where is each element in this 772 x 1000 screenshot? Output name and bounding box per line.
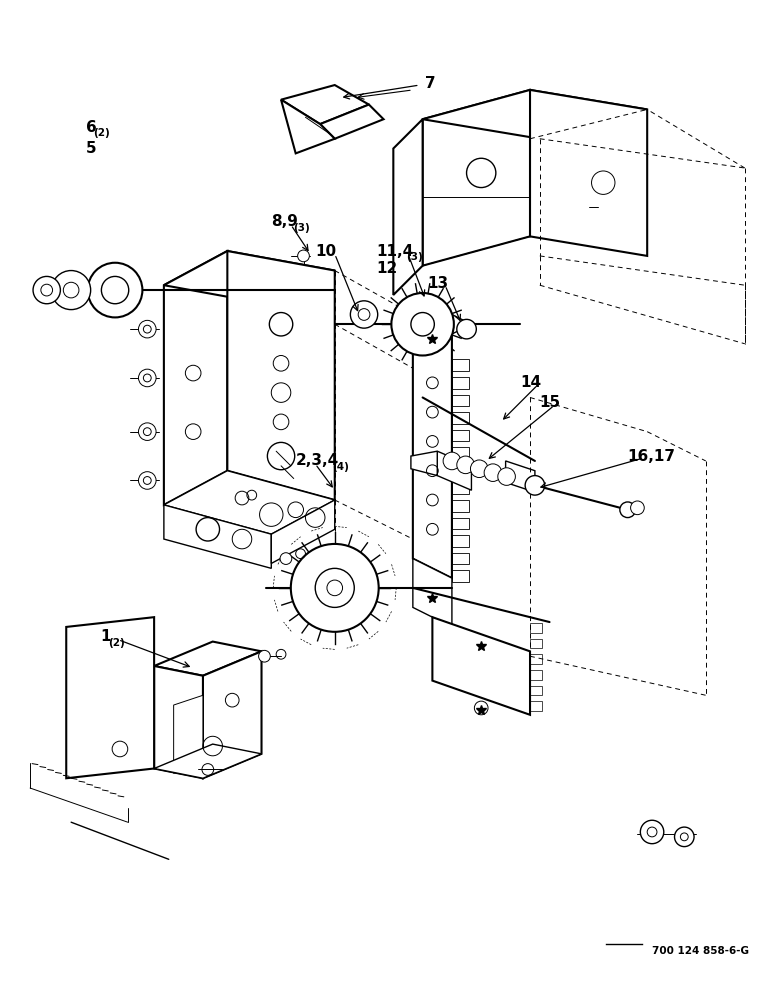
Polygon shape <box>66 617 154 778</box>
Text: 700 124 858-6-G: 700 124 858-6-G <box>652 946 749 956</box>
Bar <box>452 447 469 459</box>
Polygon shape <box>164 471 335 534</box>
Circle shape <box>350 301 378 328</box>
Polygon shape <box>281 100 335 153</box>
Circle shape <box>138 423 156 440</box>
Text: (4): (4) <box>332 462 349 472</box>
Bar <box>452 465 469 477</box>
Circle shape <box>484 464 502 481</box>
Circle shape <box>138 320 156 338</box>
Text: 11,4: 11,4 <box>377 244 414 259</box>
Bar <box>530 623 542 633</box>
Text: 15: 15 <box>540 395 561 410</box>
Text: (3): (3) <box>293 223 310 233</box>
Text: (2): (2) <box>93 128 110 138</box>
Polygon shape <box>281 85 369 124</box>
Bar <box>452 535 469 547</box>
Polygon shape <box>203 651 262 778</box>
Polygon shape <box>154 642 262 676</box>
Circle shape <box>391 293 454 355</box>
Bar <box>452 553 469 564</box>
Polygon shape <box>320 105 384 139</box>
Circle shape <box>525 476 545 495</box>
Polygon shape <box>154 666 203 778</box>
Circle shape <box>315 568 354 607</box>
Polygon shape <box>271 500 335 563</box>
Polygon shape <box>164 251 335 305</box>
Bar <box>452 395 469 406</box>
Bar <box>530 654 542 664</box>
Bar <box>530 701 542 711</box>
Circle shape <box>235 491 249 505</box>
Polygon shape <box>530 90 647 256</box>
Polygon shape <box>437 451 472 490</box>
Circle shape <box>88 263 142 317</box>
Text: 13: 13 <box>428 276 449 291</box>
Bar <box>530 686 542 695</box>
Circle shape <box>52 271 90 310</box>
Bar <box>452 412 469 424</box>
Text: 1: 1 <box>100 629 111 644</box>
Polygon shape <box>422 90 530 266</box>
Bar <box>452 482 469 494</box>
Bar <box>530 670 542 680</box>
Bar <box>452 500 469 512</box>
Text: 6: 6 <box>86 120 96 135</box>
Polygon shape <box>413 559 452 627</box>
Polygon shape <box>164 251 227 505</box>
Polygon shape <box>506 461 535 492</box>
Text: (3): (3) <box>406 252 423 262</box>
Text: 5: 5 <box>86 141 96 156</box>
Bar <box>452 359 469 371</box>
Bar <box>452 518 469 529</box>
Circle shape <box>640 820 664 844</box>
Circle shape <box>280 553 292 564</box>
Text: 14: 14 <box>520 375 541 390</box>
Circle shape <box>620 502 635 518</box>
Circle shape <box>457 319 476 339</box>
Bar <box>452 570 469 582</box>
Circle shape <box>457 456 474 474</box>
Circle shape <box>675 827 694 847</box>
Text: 8,9: 8,9 <box>271 214 298 229</box>
Text: 16,17: 16,17 <box>628 449 676 464</box>
Circle shape <box>443 452 461 470</box>
Polygon shape <box>413 314 452 578</box>
Circle shape <box>33 276 60 304</box>
Text: 7: 7 <box>425 76 435 91</box>
Circle shape <box>138 369 156 387</box>
Circle shape <box>259 650 270 662</box>
Polygon shape <box>154 744 262 778</box>
Text: (2): (2) <box>108 638 124 648</box>
Circle shape <box>470 460 488 478</box>
Polygon shape <box>393 119 422 295</box>
Bar <box>452 377 469 389</box>
Polygon shape <box>411 451 437 476</box>
Polygon shape <box>227 251 335 500</box>
Text: 10: 10 <box>315 244 337 259</box>
Circle shape <box>298 250 310 262</box>
Circle shape <box>631 501 645 515</box>
Circle shape <box>498 468 516 485</box>
Bar <box>530 639 542 648</box>
Polygon shape <box>174 695 203 773</box>
Polygon shape <box>432 617 530 715</box>
Circle shape <box>138 472 156 489</box>
Bar <box>452 430 469 441</box>
Polygon shape <box>422 90 647 139</box>
Polygon shape <box>413 305 472 334</box>
Text: 2,3,4: 2,3,4 <box>296 453 339 468</box>
Circle shape <box>291 544 379 632</box>
Polygon shape <box>164 505 271 568</box>
Text: 12: 12 <box>377 261 398 276</box>
